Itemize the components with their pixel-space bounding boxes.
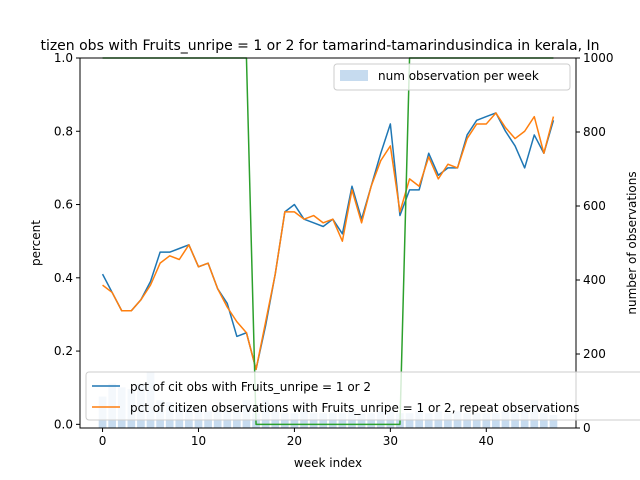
- legend-lower: pct of cit obs with Fruits_unripe = 1 or…: [85, 371, 640, 421]
- y-tick-label-0: 0.0: [54, 417, 73, 431]
- series-line-2: [102, 112, 555, 371]
- y2-tick-label-400: 400: [583, 273, 606, 287]
- series-line-3: [102, 57, 554, 426]
- bar-week-39: [472, 413, 481, 428]
- x-tick-label-0: 0: [99, 434, 107, 448]
- legend-lower-box: [85, 371, 640, 421]
- bar-week-36: [444, 413, 452, 428]
- y2-tick-label-600: 600: [583, 199, 606, 213]
- legend-upper-label: num observation per week: [378, 69, 539, 83]
- y-tick-label-0.4: 0.4: [54, 271, 73, 285]
- bar-week-46: [540, 413, 548, 428]
- bar-week-34: [424, 413, 433, 428]
- bar-week-32: [405, 413, 414, 428]
- y2-tick-label-1000: 1000: [583, 51, 614, 65]
- y-axis-label: percent: [29, 220, 43, 266]
- bar-week-19: [280, 413, 289, 428]
- y2-tick-label-200: 200: [583, 347, 606, 361]
- axes-layer: 0 10 20 30 40 0.0 0.2 0.4 0.6 0.8 1.0 0 200 400 600 800…: [54, 51, 614, 448]
- y-tick-label-0.6: 0.6: [54, 198, 73, 212]
- legend-lower-label-1: pct of cit obs with Fruits_unripe = 1 or…: [130, 380, 371, 394]
- y2-axis-label: number of observations: [625, 171, 639, 314]
- plot-frame: [79, 57, 577, 429]
- x-tick-label-20: 20: [287, 434, 302, 448]
- x-tick-label-40: 40: [479, 434, 494, 448]
- chart-title: tizen obs with Fruits_unripe = 1 or 2 fo…: [40, 38, 599, 54]
- bar-week-24: [328, 413, 337, 428]
- legend-upper-box: [333, 63, 571, 91]
- legend-upper: num observation per week: [333, 63, 571, 91]
- y-tick-label-0.2: 0.2: [54, 344, 73, 358]
- bar-week-41: [492, 413, 500, 428]
- bar-week-22: [309, 413, 318, 428]
- bar-week-28: [367, 413, 376, 428]
- bar-week-23: [319, 413, 328, 428]
- legend-lower-label-2: pct of citizen observations with Fruits_…: [130, 401, 579, 415]
- bar-week-38: [463, 413, 471, 428]
- y2-tick-label-800: 800: [583, 125, 606, 139]
- x-tick-label-30: 30: [383, 434, 398, 448]
- legend-upper-swatch: [340, 70, 368, 81]
- y-tick-label-1: 1.0: [54, 51, 73, 65]
- bar-week-40: [482, 413, 491, 428]
- bar-week-43: [511, 413, 519, 428]
- x-tick-label-10: 10: [191, 434, 206, 448]
- bar-week-25: [338, 413, 347, 428]
- bar-week-47: [549, 415, 558, 428]
- x-axis-label: week index: [294, 456, 362, 470]
- series-line-1: [101, 112, 555, 371]
- lines-layer: [101, 57, 555, 426]
- bar-week-27: [357, 413, 366, 428]
- bar-week-20: [290, 413, 299, 428]
- y-tick-label-0.8: 0.8: [54, 124, 73, 138]
- y2-tick-label-0: 0: [583, 421, 591, 435]
